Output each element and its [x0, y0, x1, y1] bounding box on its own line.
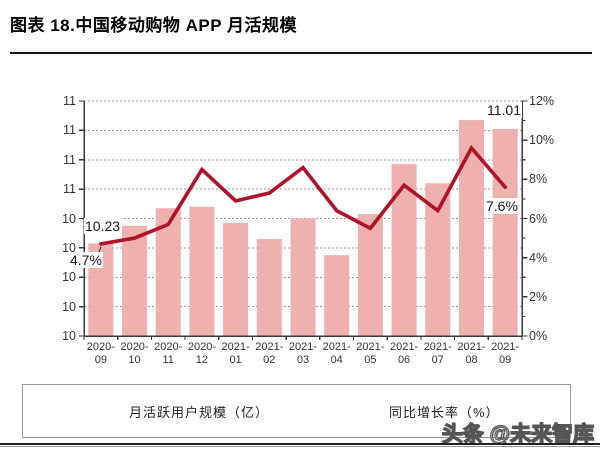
data-label-last-bar: 11.01 [486, 102, 522, 118]
x-axis-tick-label: 2020- 12 [187, 341, 216, 366]
x-axis-tick-label: 2021- 03 [288, 341, 318, 366]
data-label-first-bar: 10.23 [84, 218, 122, 234]
x-axis-tick-label: 2021- 01 [221, 341, 250, 366]
legend-label-growth: 同比增长率（%） [389, 404, 500, 420]
bar [290, 218, 316, 336]
x-axis-tick-label: 2021- 04 [322, 341, 351, 366]
bar [256, 239, 282, 336]
y2-axis-tick-label: 4% [529, 250, 548, 265]
legend-label-mau: 月活跃用户规模（亿） [129, 404, 270, 420]
legend-frame [22, 384, 571, 438]
y-axis-tick-label: 10 [62, 240, 76, 255]
bar-series-swatch [88, 407, 120, 416]
data-label-first-line-point: 4.7% [69, 252, 103, 268]
x-axis-tick-label: 2021- 06 [389, 341, 419, 366]
y-axis-tick-label: 10 [62, 270, 76, 285]
y-axis-tick-label: 11 [63, 123, 76, 138]
x-axis-tick-label: 2021- 09 [491, 341, 520, 366]
x-axis-tick-label: 2021- 08 [457, 341, 486, 366]
growth-line [99, 144, 507, 246]
bar [189, 206, 215, 336]
y-axis-tick-label: 11 [63, 152, 76, 167]
bottom-divider [0, 443, 600, 447]
x-axis-tick-label: 2021- 07 [423, 341, 452, 366]
y-axis-tick-label: 10 [62, 329, 76, 343]
watermark-text: 头条 @未来智库 [441, 422, 595, 446]
y2-axis-tick-label: 10% [529, 133, 555, 148]
x-axis-tick-label: 2021- 02 [255, 341, 284, 366]
bar [223, 222, 249, 336]
bar [122, 225, 148, 336]
legend-item-mau: 月活跃用户规模（亿） [88, 403, 270, 420]
y2-axis-tick-label: 6% [529, 211, 548, 226]
x-axis-tick-label: 2020- 11 [154, 341, 183, 366]
bar [492, 128, 518, 336]
title-underline [10, 52, 592, 54]
x-axis-tick-label: 2020- 10 [120, 341, 149, 366]
line-series-swatch [348, 409, 380, 413]
y2-axis-tick-label: 2% [529, 289, 548, 304]
bar [324, 255, 350, 336]
bar [391, 164, 417, 336]
bar [155, 208, 181, 336]
bar [425, 183, 451, 336]
y2-axis-tick-label: 0% [529, 329, 548, 343]
chart-title: 图表 18.中国移动购物 APP 月活规模 [10, 16, 297, 35]
x-axis-tick-label: 2021- 05 [356, 341, 385, 366]
y-axis-tick-label: 10 [62, 299, 76, 314]
y-axis-tick-label: 10 [62, 211, 76, 226]
y2-axis-tick-label: 8% [529, 172, 548, 187]
data-label-last-line-point: 7.6% [485, 198, 519, 214]
bar [458, 120, 484, 336]
bar [357, 214, 383, 336]
y-axis-tick-label: 11 [63, 94, 76, 108]
x-axis-tick-label: 2020- 09 [86, 341, 115, 366]
y-axis-tick-label: 11 [63, 182, 76, 197]
y2-axis-tick-label: 12% [529, 94, 555, 108]
legend-item-growth: 同比增长率（%） [348, 403, 500, 420]
